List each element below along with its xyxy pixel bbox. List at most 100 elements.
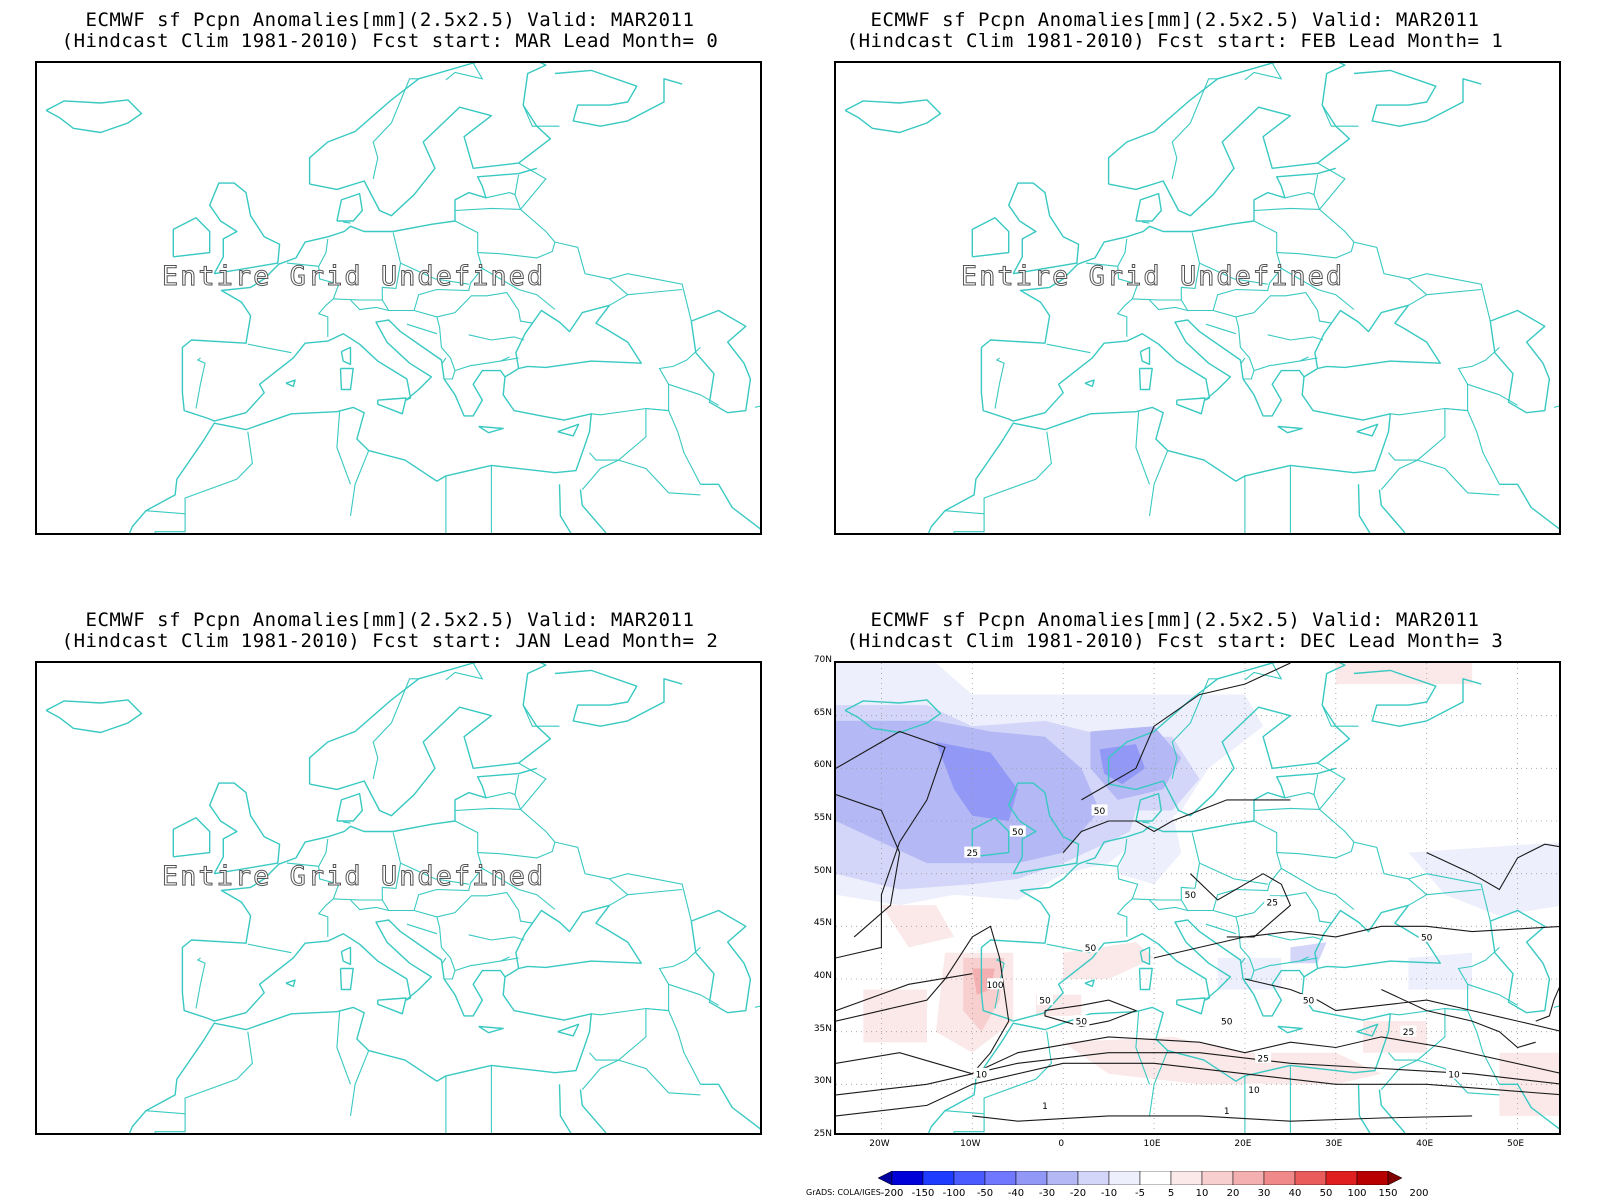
colorbar-label: 30 [1257,1188,1271,1199]
country-border [1499,394,1518,406]
panel-title: ECMWF sf Pcpn Anomalies[mm](2.5x2.5) Val… [10,10,770,52]
country-border [1353,841,1428,906]
contour-label: 100 [986,981,1003,991]
country-border [1117,838,1128,867]
coastline [1084,979,1095,988]
coastline [209,782,281,875]
contour-label-bg [1037,1099,1054,1111]
coastline [172,817,211,858]
lon-label: 30E [1325,1139,1343,1149]
country-border [1180,820,1282,912]
country-border [1553,405,1559,408]
coastline-map [844,63,1559,533]
map-panel-lead1: Entire Grid Undefined [834,61,1561,535]
coastline [340,946,352,965]
coastline [1135,792,1162,822]
coastline [1135,192,1162,222]
coastline [181,304,642,422]
country-border [1149,299,1188,312]
contour-label-bg [987,978,1004,990]
country-border [400,862,469,885]
country-border [485,792,516,799]
country-border [381,820,483,912]
country-border [445,63,484,81]
lon-label: 0 [1058,1139,1065,1149]
contour-line [836,794,901,938]
lon-label: 20E [1234,1139,1252,1149]
country-border [668,383,701,396]
coastline [1356,1023,1379,1037]
contour-line [1535,986,1559,1022]
lat-label: 55N [813,813,832,823]
country-border [1317,162,1346,210]
colorbar-segment [1015,1171,1048,1185]
contour-label: 25 [1403,1028,1414,1038]
country-border [645,1007,701,1085]
country-border [686,346,701,361]
contour-label-bg [1073,1015,1090,1027]
country-border [1380,408,1446,490]
colorbar-segment [953,1171,986,1185]
panel-title-line2: (Hindcast Clim 1981-2010) Fcst start: JA… [61,630,719,652]
country-border [1281,267,1355,310]
lon-label: 10E [1143,1139,1161,1149]
country-border [1317,762,1346,810]
country-border [1467,383,1500,396]
colorbar-segment [1077,1171,1110,1185]
contour-label-bg [1400,1025,1417,1037]
country-border [441,357,447,364]
country-border [1353,241,1428,306]
panel-title-line2: (Hindcast Clim 1981-2010) Fcst start: FE… [846,30,1504,52]
contour-label: 1 [1042,1102,1048,1112]
contour-label: 50 [1039,997,1051,1007]
colorbar-label: -40 [1007,1188,1025,1199]
country-border [444,370,456,380]
country-border [645,407,701,485]
country-border [500,956,510,962]
coastline [1008,182,1080,275]
coastline [1138,967,1153,991]
country-border [1132,832,1201,901]
panel-title-line2: (Hindcast Clim 1981-2010) Fcst start: DE… [846,630,1504,652]
country-border [581,408,647,490]
colorbar-segment [891,1171,924,1185]
colorbar-label: 20 [1226,1188,1240,1199]
country-border [1276,774,1355,859]
contour-line [836,1036,1559,1075]
country-border [1135,1011,1151,1085]
anomaly-area [1063,1036,1382,1085]
country-border [1199,262,1268,285]
contour-line [1381,989,1536,1049]
country-border [618,1059,701,1096]
colorbar-label: -200 [880,1188,904,1199]
lat-label: 70N [813,655,832,665]
panel-title-line1: ECMWF sf Pcpn Anomalies[mm](2.5x2.5) Val… [85,609,695,631]
coastline [1277,425,1303,434]
anomaly-area [1408,842,1559,916]
colorbar-label: -100 [942,1188,966,1199]
country-border [195,957,206,1009]
panel-title-line1: ECMWF sf Pcpn Anomalies[mm](2.5x2.5) Val… [870,609,1480,631]
coastline [554,69,683,127]
contour-label-bg [1418,930,1435,942]
contour-label: 25 [1266,899,1277,909]
coastline [554,669,683,727]
country-border [944,431,1052,515]
contour-line [836,925,1010,1075]
coastline [1139,946,1151,965]
country-border [477,774,556,859]
lat-label: 60N [813,760,832,771]
contour-line [836,1062,1559,1117]
country-border [1046,343,1091,354]
contour-line [1081,663,1291,801]
country-border [500,356,510,362]
country-border [1408,873,1491,922]
coastline [558,1084,572,1133]
country-border [754,1005,760,1008]
contour-label: 50 [1076,1018,1088,1028]
country-border [591,359,688,416]
coastline [700,483,760,530]
country-border [336,1011,352,1085]
coastline [980,304,1441,422]
lat-label: 25N [813,1129,832,1139]
